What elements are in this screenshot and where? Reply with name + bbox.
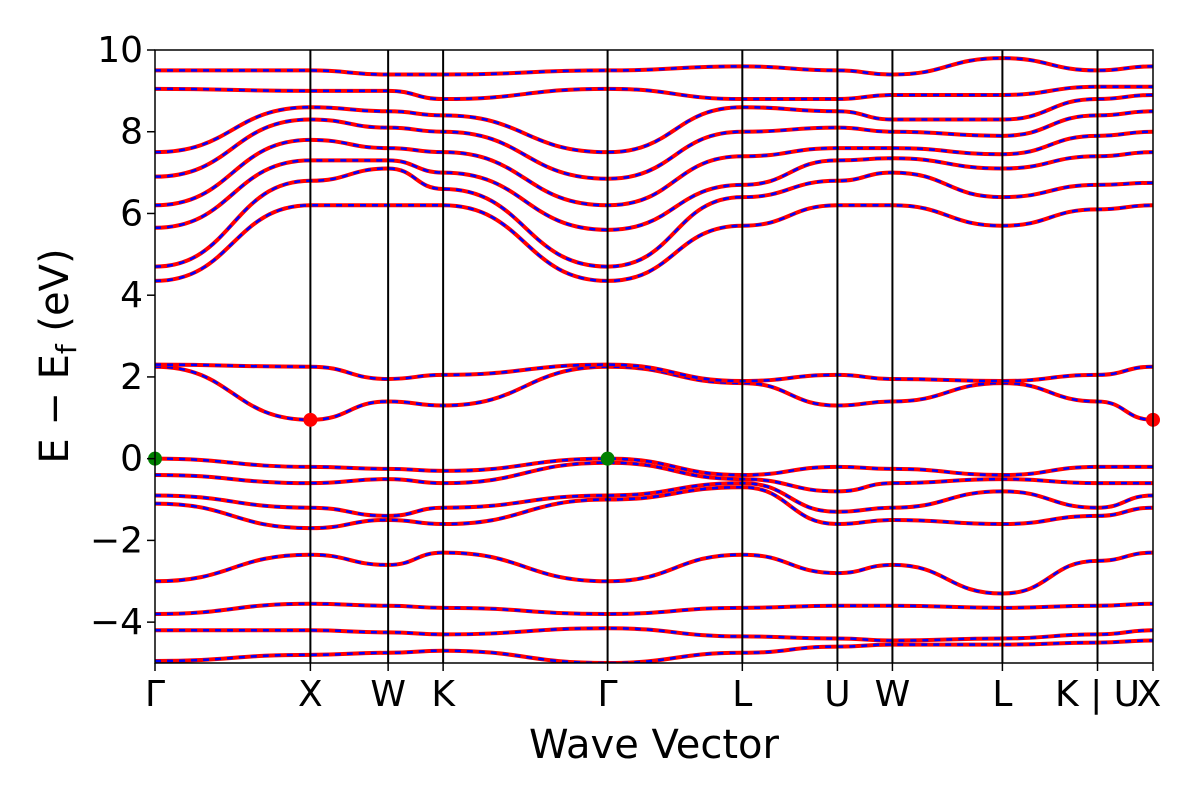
- x-tick-label: X: [1137, 674, 1162, 715]
- y-tick-label: 6: [120, 193, 143, 234]
- band-line-dashed-17: [155, 56, 1153, 76]
- band-line-dashed-13: [155, 130, 1153, 207]
- y-tick-label: 8: [120, 112, 143, 153]
- band-line-dashed-2: [155, 602, 1153, 616]
- y-tick-label: 10: [97, 30, 143, 71]
- x-tick-label: W: [875, 674, 911, 715]
- kpoint-dividers: [309, 50, 1099, 663]
- y-axis-title: E − Ef (eV): [32, 248, 83, 463]
- y-axis: −4 −2 0 2 4 6 8 10: [90, 30, 155, 643]
- y-axis-title-main: E − E: [32, 354, 78, 464]
- x-tick-label: K: [431, 674, 456, 715]
- band-line-dashed-1: [155, 627, 1153, 642]
- x-tick-label: U: [824, 674, 850, 715]
- band-line-dashed-15: [155, 93, 1153, 154]
- y-axis-title-unit: (eV): [32, 248, 78, 344]
- x-tick-label: Γ: [598, 674, 618, 715]
- band-line-dashed-5: [155, 481, 1153, 518]
- x-tick-label: K | U: [1055, 674, 1140, 715]
- band-line-dashed-9: [155, 363, 1153, 383]
- band-line-dashed-14: [155, 110, 1153, 180]
- band-line-dashed-4: [155, 486, 1153, 530]
- band-line-8: [155, 364, 1153, 422]
- y-tick-label: −4: [90, 602, 143, 643]
- x-tick-label: X: [298, 674, 323, 715]
- band-line-dashed-0: [155, 639, 1153, 663]
- y-tick-label: 2: [120, 357, 143, 398]
- y-axis-title-subscript: f: [50, 343, 83, 354]
- band-edge-marker-2: [303, 412, 318, 427]
- x-axis-title: Wave Vector: [529, 722, 780, 768]
- x-tick-label: L: [732, 674, 752, 715]
- plot-frame: [154, 49, 1154, 664]
- y-tick-label: 4: [120, 275, 143, 316]
- band-line-dashed-3: [155, 551, 1153, 595]
- band-line-dashed-12: [155, 150, 1153, 232]
- y-tick-label: −2: [90, 520, 143, 561]
- band-line-dashed-16: [155, 85, 1153, 101]
- band-edge-marker-1: [600, 451, 615, 466]
- x-tick-label: W: [370, 674, 406, 715]
- y-tick-label: 0: [120, 439, 143, 480]
- x-tick-label: L: [992, 674, 1012, 715]
- band-line-dashed-11: [155, 167, 1153, 268]
- x-tick-label: Γ: [145, 674, 165, 715]
- band-line-dashed-7: [155, 457, 1153, 477]
